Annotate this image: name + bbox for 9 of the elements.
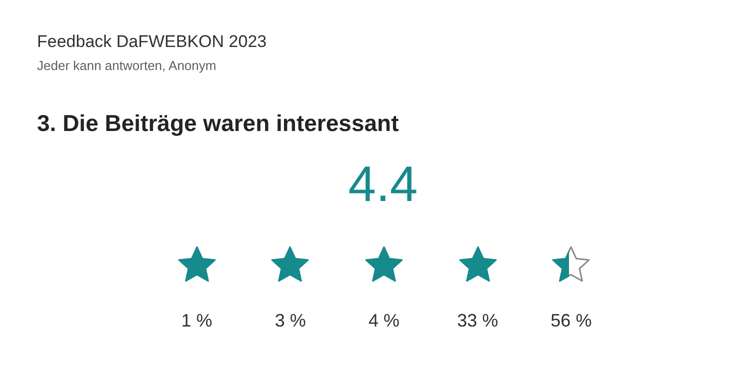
text: Feedback DaFWEBKON 2023 <box>37 32 267 52</box>
data-label: 1 % <box>181 310 212 330</box>
text: 4.4 <box>347 155 419 213</box>
data-label: 33 % <box>457 310 498 330</box>
data-label: 4 % <box>368 310 400 330</box>
data-label: 3 % <box>274 310 306 330</box>
text: 3. Die Beiträge waren interessant <box>37 110 399 137</box>
text: Jeder kann antworten, Anonym <box>37 58 216 73</box>
data-label: 56 % <box>550 310 592 330</box>
